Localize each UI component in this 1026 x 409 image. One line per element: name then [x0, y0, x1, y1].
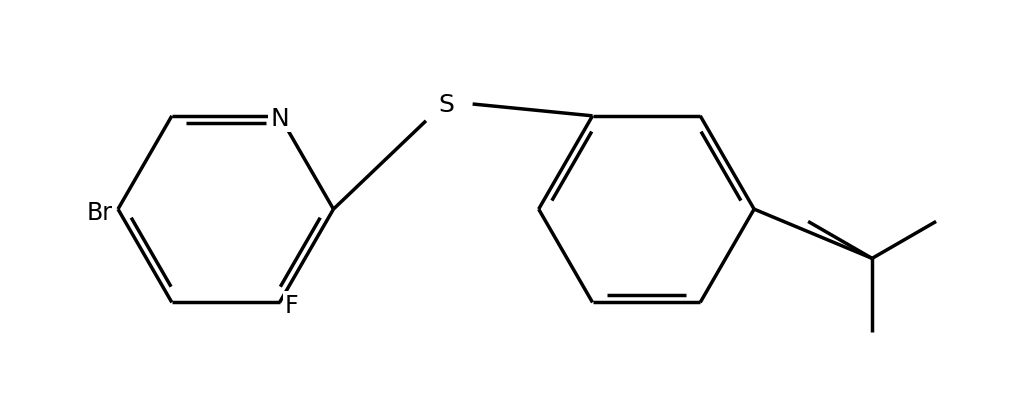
Text: N: N: [270, 107, 289, 131]
Text: F: F: [285, 293, 299, 317]
Text: S: S: [438, 93, 455, 117]
Text: Br: Br: [87, 200, 113, 224]
